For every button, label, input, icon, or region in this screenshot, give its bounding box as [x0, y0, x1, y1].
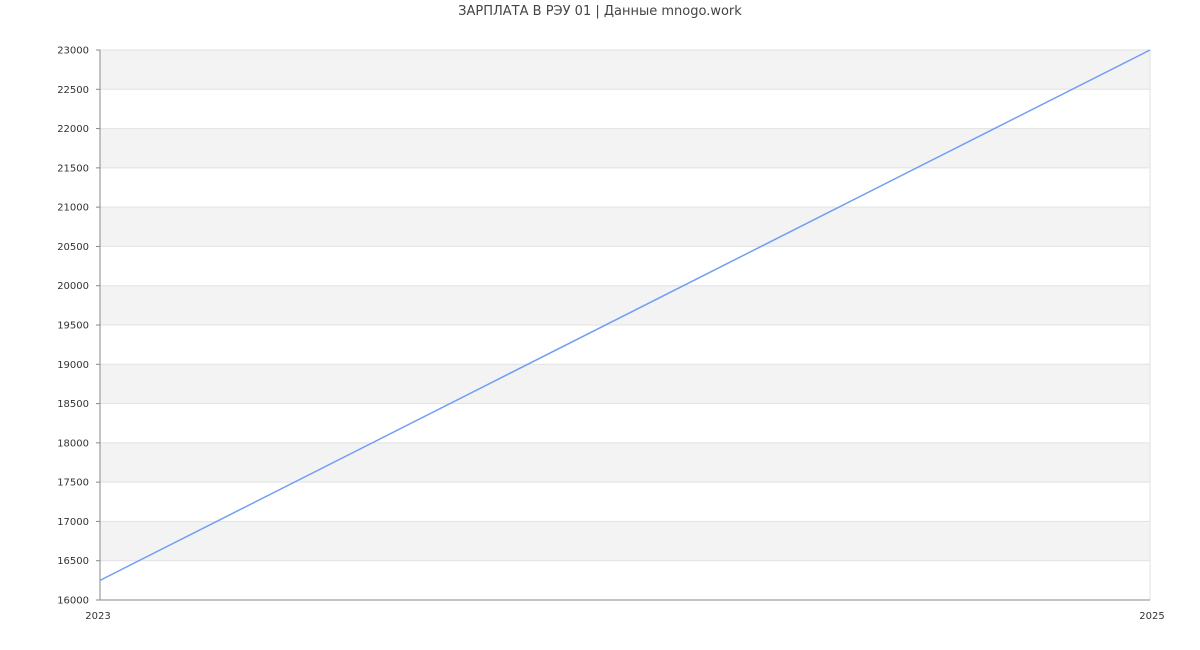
- y-tick-label: 18000: [57, 438, 89, 449]
- x-tick-label: 2025: [1139, 611, 1164, 622]
- x-tick-label: 2023: [85, 611, 110, 622]
- y-tick-label: 22500: [57, 85, 89, 96]
- y-tick-label: 21000: [57, 203, 89, 214]
- y-tick-label: 17500: [57, 478, 89, 489]
- y-tick-label: 18500: [57, 399, 89, 410]
- y-tick-label: 19500: [57, 321, 89, 332]
- grid-band: [100, 285, 1150, 325]
- y-tick-label: 22000: [57, 124, 89, 135]
- y-tick-label: 20000: [57, 281, 89, 292]
- y-tick-label: 23000: [57, 46, 89, 57]
- grid-band: [100, 521, 1150, 561]
- y-tick-label: 16000: [57, 596, 89, 607]
- grid-band: [100, 364, 1150, 404]
- y-tick-label: 20500: [57, 242, 89, 253]
- grid-band: [100, 50, 1150, 90]
- y-tick-label: 17000: [57, 517, 89, 528]
- chart-title: ЗАРПЛАТА В РЭУ 01 | Данные mnogo.work: [458, 4, 742, 19]
- y-tick-label: 19000: [57, 360, 89, 371]
- y-tick-label: 16500: [57, 556, 89, 567]
- grid-band: [100, 128, 1150, 168]
- y-tick-label: 21500: [57, 163, 89, 174]
- grid-band: [100, 442, 1150, 483]
- series-line: [99, 49, 1151, 582]
- grid-band: [100, 207, 1150, 247]
